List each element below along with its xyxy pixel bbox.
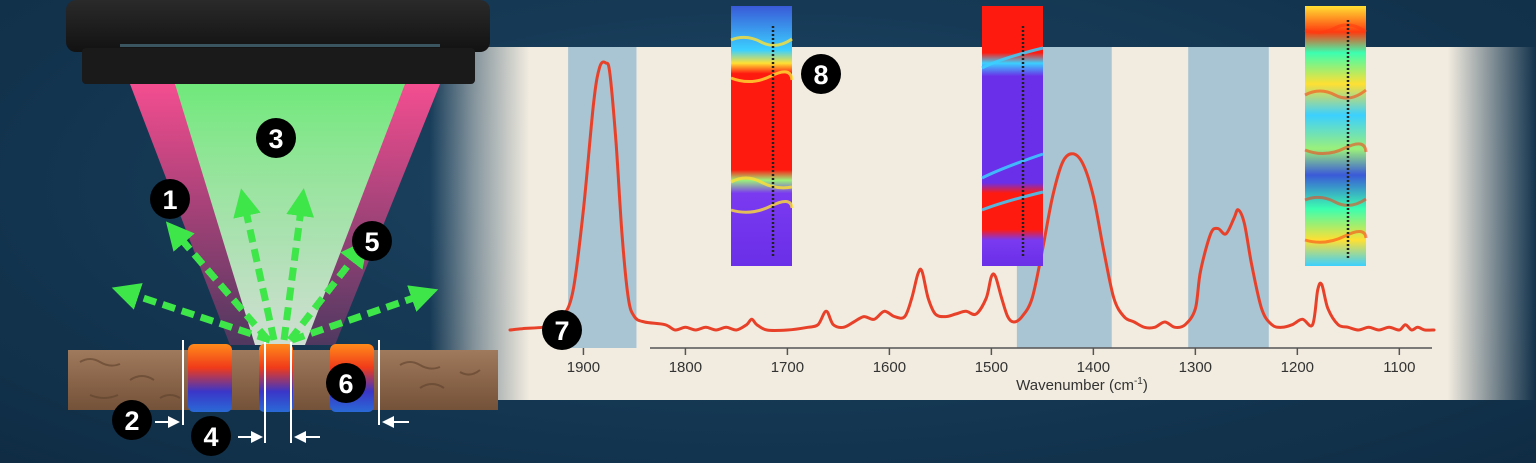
badge-4: 4	[191, 416, 231, 456]
svg-text:8: 8	[813, 60, 828, 90]
highlight-band-1	[568, 47, 637, 348]
highlight-band-3	[1188, 47, 1269, 348]
svg-text:3: 3	[268, 124, 283, 154]
x-axis-title-suffix: )	[1143, 377, 1148, 394]
x-tick-label: 1200	[1281, 359, 1314, 376]
spectrum-series-line	[508, 60, 1436, 333]
x-axis-title: Wavenumber (cm-1)	[1016, 376, 1148, 394]
x-tick-label: 1600	[873, 359, 906, 376]
badge-7: 7	[542, 310, 582, 350]
chemical-map-2	[981, 6, 1044, 266]
lens-highlight	[120, 44, 440, 47]
x-axis-title-main: Wavenumber (cm	[1016, 377, 1134, 394]
scatter-arrow	[165, 221, 271, 343]
sample-well-2	[259, 344, 293, 412]
x-axis-ticks	[582, 348, 1401, 355]
svg-text:7: 7	[554, 316, 569, 346]
scatter-arrow	[290, 285, 439, 344]
x-tick-label: 1900	[567, 359, 600, 376]
badge-3: 3	[256, 118, 296, 158]
svg-text:1: 1	[162, 185, 177, 215]
svg-text:5: 5	[364, 227, 379, 257]
x-tick-label: 1500	[975, 359, 1008, 376]
svg-text:6: 6	[338, 369, 353, 399]
objective-lens	[66, 0, 490, 52]
x-tick-label: 1300	[1179, 359, 1212, 376]
scatter-arrow	[233, 188, 278, 341]
chemical-map-3	[1304, 6, 1368, 266]
scattered-light-arrows	[111, 188, 439, 344]
raman-spectrum-chart: 1900 1800 1700 1600 1500 1400 1300 1200 1100 Wav…	[508, 60, 1436, 394]
x-axis-tick-labels: 1900 1800 1700 1600 1500 1400 1300 1200 1100	[567, 359, 1416, 376]
badge-6: 6	[326, 363, 366, 403]
chemical-map-insets	[730, 6, 1368, 266]
badge-2: 2	[112, 400, 152, 440]
x-tick-label: 1400	[1077, 359, 1110, 376]
sample-well-1	[188, 344, 232, 412]
badge-5: 5	[352, 221, 392, 261]
svg-text:2: 2	[124, 406, 139, 436]
scatter-arrow	[111, 283, 272, 344]
scatter-arrow	[280, 188, 315, 341]
objective-lens-base	[82, 48, 475, 84]
sample-texture	[79, 358, 481, 399]
badge-8: 8	[801, 54, 841, 94]
x-axis-title-superscript: -1	[1134, 376, 1143, 387]
x-tick-label: 1800	[669, 359, 702, 376]
x-tick-label: 1100	[1383, 359, 1415, 376]
x-tick-label: 1700	[771, 359, 804, 376]
svg-text:4: 4	[203, 422, 218, 452]
badge-1: 1	[150, 179, 190, 219]
chemical-map-1	[730, 6, 794, 266]
